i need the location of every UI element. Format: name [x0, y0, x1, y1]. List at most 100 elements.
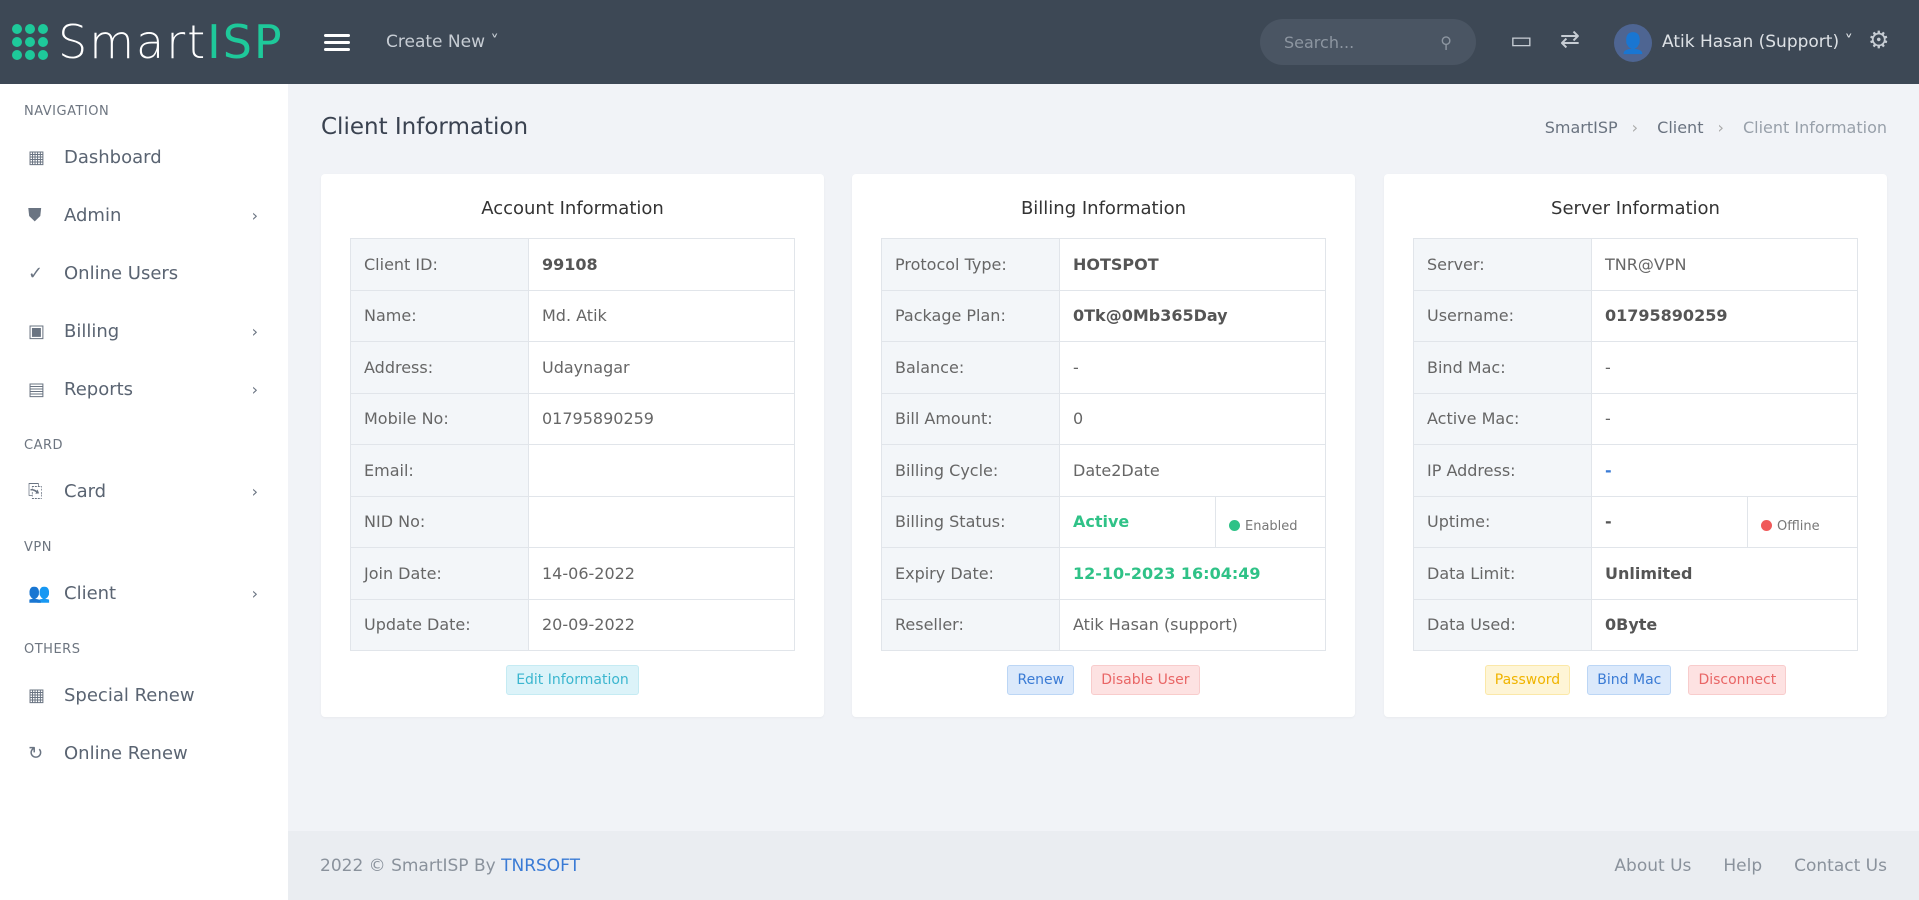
disconnect-button[interactable]: Disconnect [1688, 665, 1787, 695]
row-label: Email: [350, 444, 529, 497]
table-row: Balance: - [881, 341, 1326, 394]
row-label: Data Limit: [1413, 547, 1592, 600]
breadcrumb-current: Client Information [1742, 118, 1887, 137]
sidebar-section-title: VPN [24, 540, 52, 555]
server-information-card: Server Information Server: TNR@VPN Usernam… [1384, 174, 1887, 717]
account-information-card: Account Information Client ID: 99108 Name:… [321, 174, 824, 717]
credit-card-icon[interactable]: ▭ [1510, 26, 1533, 54]
footer: 2022 © SmartISP By TNRSOFT About Us Help C… [288, 831, 1919, 900]
help-link[interactable]: Help [1723, 855, 1763, 876]
search-input[interactable] [1284, 32, 1434, 52]
create-new-dropdown[interactable]: Create New ˅ [386, 32, 499, 52]
password-button[interactable]: Password [1484, 665, 1571, 695]
table-row: Mobile No: 01795890259 [350, 392, 795, 445]
row-value: - [1591, 495, 1748, 548]
status-badge: Offline [1747, 495, 1858, 548]
table-row: Package Plan: 0Tk@0Mb365Day [881, 289, 1326, 342]
row-label: IP Address: [1413, 444, 1592, 497]
table-row: Uptime: - Offline [1413, 495, 1858, 548]
table-row: Join Date: 14-06-2022 [350, 547, 795, 600]
card-title: Account Information [481, 198, 664, 219]
reports-icon: ▤ [28, 378, 46, 400]
breadcrumb-client[interactable]: Client [1657, 118, 1704, 137]
gear-icon[interactable]: ⚙ [1868, 26, 1890, 54]
row-value: 99108 [528, 238, 795, 291]
card-title: Billing Information [1020, 198, 1187, 219]
sidebar-item-dashboard[interactable]: ▦ Dashboard [0, 128, 288, 186]
row-label: Uptime: [1413, 495, 1592, 548]
row-label: Bind Mac: [1413, 341, 1592, 394]
page-title: Client Information [321, 114, 529, 140]
check-circle-icon: ✓ [28, 262, 44, 284]
sidebar-item-label: Card [64, 480, 107, 502]
row-value: 0Byte [1591, 598, 1858, 651]
sidebar-item-reports[interactable]: ▤ Reports › [0, 360, 288, 418]
sidebar-item-online-renew[interactable]: ↻ Online Renew [0, 724, 288, 782]
chevron-right-icon: › [251, 583, 258, 603]
table-row: Expiry Date: 12-10-2023 16:04:49 [881, 547, 1326, 600]
avatar[interactable]: 👤 [1614, 24, 1652, 62]
bind-mac-button[interactable]: Bind Mac [1587, 665, 1672, 695]
user-menu[interactable]: Atik Hasan (Support) ˅ [1662, 32, 1853, 52]
row-value: 20-09-2022 [528, 598, 795, 651]
table-row: Active Mac: - [1413, 392, 1858, 445]
menu-toggle-icon[interactable] [324, 30, 350, 55]
chevron-right-icon: › [251, 205, 258, 225]
about-us-link[interactable]: About Us [1614, 855, 1692, 876]
sidebar-section-title: NAVIGATION [24, 104, 110, 119]
row-value: TNR@VPN [1591, 238, 1858, 291]
sync-icon[interactable]: ⇄ [1560, 25, 1581, 53]
row-label: Data Used: [1413, 598, 1592, 651]
table-row: Data Limit: Unlimited [1413, 547, 1858, 600]
billing-icon: ▣ [28, 320, 46, 342]
logo[interactable]: SmartISP [12, 15, 312, 69]
sidebar-item-special-renew[interactable]: ▦ Special Renew [0, 666, 288, 724]
row-value [528, 444, 795, 497]
status-dot-icon [1761, 520, 1772, 532]
table-row: IP Address: - [1413, 444, 1858, 497]
sidebar-section-title: CARD [24, 438, 64, 453]
sidebar-item-label: Online Renew [64, 742, 188, 764]
dashboard-icon: ▦ [28, 684, 46, 706]
sidebar-item-client[interactable]: 👥 Client › [0, 564, 288, 622]
row-value: HOTSPOT [1059, 238, 1326, 291]
row-value: Atik Hasan (support) [1059, 598, 1326, 651]
sidebar-item-label: Billing [64, 320, 120, 342]
sidebar-item-card[interactable]: ⎘ Card › [0, 462, 288, 520]
search-icon[interactable]: ⚲ [1440, 32, 1452, 52]
disable-user-button[interactable]: Disable User [1091, 665, 1200, 695]
sidebar-item-label: Admin [64, 204, 122, 226]
renew-button[interactable]: Renew [1007, 665, 1075, 695]
sidebar-section-title: OTHERS [24, 642, 81, 657]
row-value: - [1591, 392, 1858, 445]
billing-information-card: Billing Information Protocol Type: HOTSPO… [852, 174, 1355, 717]
row-value [528, 495, 795, 548]
sidebar-item-online-users[interactable]: ✓ Online Users [0, 244, 288, 302]
row-label: Package Plan: [881, 289, 1060, 342]
table-row: Username: 01795890259 [1413, 289, 1858, 342]
row-label: Name: [350, 289, 529, 342]
row-value: 0 [1059, 392, 1326, 445]
edit-information-button[interactable]: Edit Information [506, 665, 639, 695]
main-content: Client Information SmartISP › Client › Cli… [288, 84, 1919, 900]
logo-icon [12, 24, 48, 60]
row-label: Client ID: [350, 238, 529, 291]
sidebar-item-admin[interactable]: ⛊ Admin › [0, 186, 288, 244]
row-value: 14-06-2022 [528, 547, 795, 600]
row-label: Reseller: [881, 598, 1060, 651]
row-label: Bill Amount: [881, 392, 1060, 445]
sidebar-item-billing[interactable]: ▣ Billing › [0, 302, 288, 360]
table-row: Protocol Type: HOTSPOT [881, 238, 1326, 291]
company-link[interactable]: TNRSOFT [501, 855, 581, 876]
refresh-icon: ↻ [28, 742, 44, 764]
table-row: Name: Md. Atik [350, 289, 795, 342]
row-value: - [1591, 341, 1858, 394]
row-label: Protocol Type: [881, 238, 1060, 291]
row-value: 01795890259 [528, 392, 795, 445]
breadcrumb-home[interactable]: SmartISP [1544, 118, 1618, 137]
row-value: 01795890259 [1591, 289, 1858, 342]
contact-us-link[interactable]: Contact Us [1794, 855, 1887, 876]
row-value: Udaynagar [528, 341, 795, 394]
row-label: Mobile No: [350, 392, 529, 445]
row-label: NID No: [350, 495, 529, 548]
